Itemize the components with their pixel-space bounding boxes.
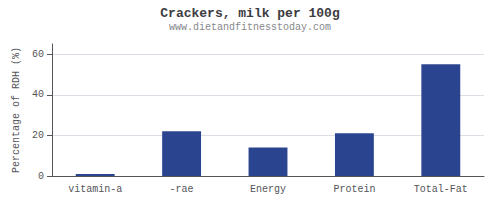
svg-text:20: 20: [32, 130, 44, 141]
svg-text:Energy: Energy: [250, 184, 286, 195]
svg-text:-rae: -rae: [170, 184, 194, 195]
svg-text:Total-Fat: Total-Fat: [414, 184, 468, 195]
svg-text:40: 40: [32, 89, 44, 100]
svg-text:60: 60: [32, 49, 44, 60]
svg-text:www.dietandfitnesstoday.com: www.dietandfitnesstoday.com: [169, 22, 331, 33]
svg-text:vitamin-a: vitamin-a: [68, 184, 122, 195]
svg-text:Protein: Protein: [333, 184, 375, 195]
svg-text:Percentage of RDH (%): Percentage of RDH (%): [11, 47, 22, 173]
svg-text:Crackers, milk per 100g: Crackers, milk per 100g: [160, 6, 340, 21]
svg-text:0: 0: [38, 171, 44, 182]
